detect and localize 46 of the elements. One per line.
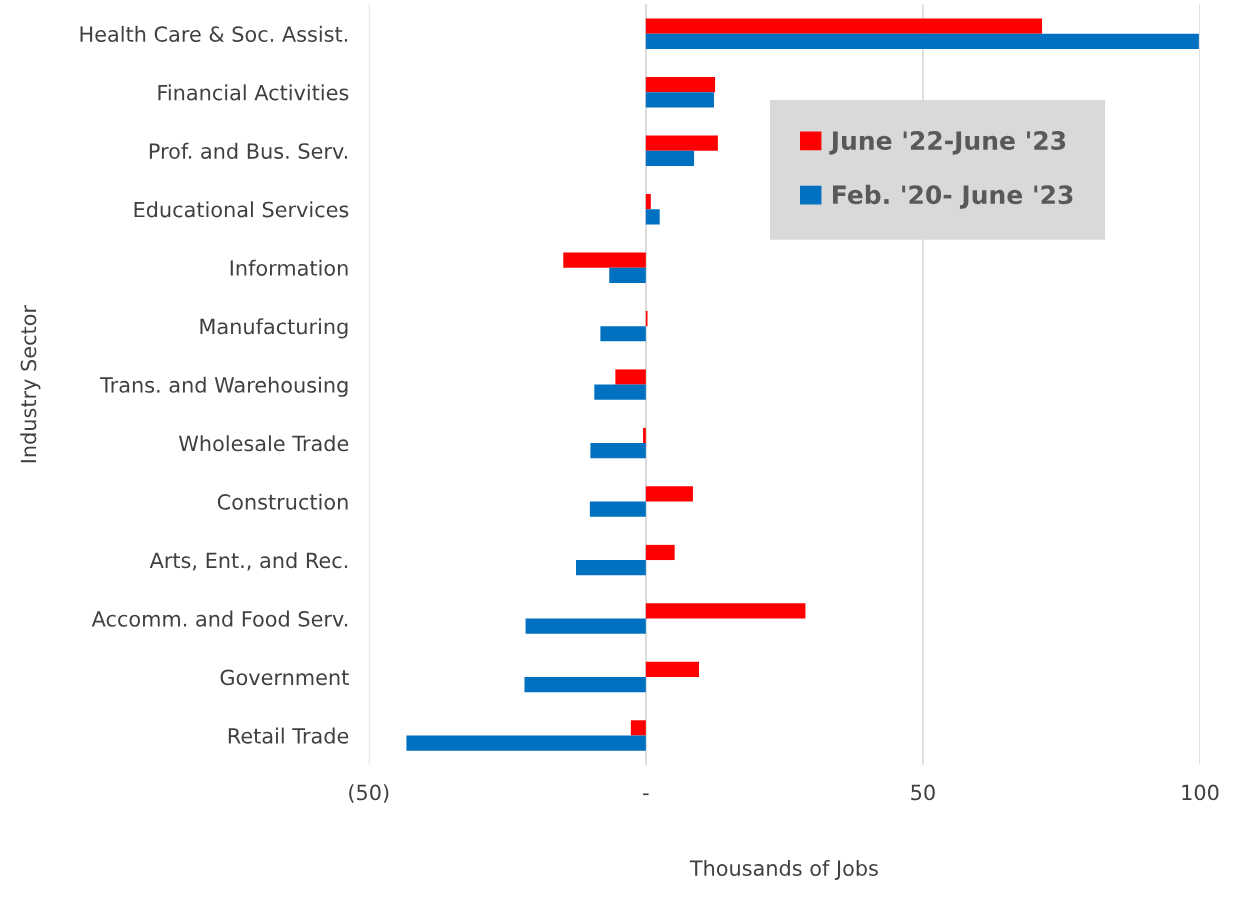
bar [645, 77, 716, 93]
bar [524, 677, 646, 693]
bar [615, 369, 646, 385]
y-tick-label: Construction [217, 493, 348, 510]
y-tick-label: Educational Services [134, 201, 349, 218]
x-tick-label: (50) [349, 784, 389, 803]
legend-label: June '22-June '23 [829, 131, 1066, 155]
x-tick-label: 50 [911, 784, 935, 801]
y-tick-label: Prof. and Bus. Serv. [149, 142, 348, 159]
y-tick-label: Wholesale Trade [178, 435, 349, 452]
bar [576, 560, 646, 576]
bar [645, 544, 675, 561]
bar [645, 33, 1199, 49]
y-tick-label: Financial Activities [158, 84, 349, 101]
bar [609, 267, 646, 283]
bar [645, 18, 1043, 34]
x-tick-label: - [643, 793, 649, 796]
bar [645, 135, 718, 151]
bar [645, 150, 695, 166]
bar [590, 443, 646, 459]
bar [525, 618, 646, 634]
x-tick-label: 100 [1182, 784, 1219, 801]
y-tick-label: Health Care & Soc. Assist. [80, 25, 348, 42]
y-tick-label: Information [230, 259, 348, 276]
y-tick-label: Arts, Ent., and Rec. [149, 552, 348, 571]
bar [645, 193, 651, 210]
y-tick-label: Trans. and Warehousing [99, 376, 348, 397]
x-axis-title: Thousands of Jobs [689, 859, 878, 880]
bar [600, 326, 646, 342]
y-tick-label: Accomm. and Food Serv. [91, 610, 348, 627]
bar [630, 720, 646, 736]
bar [645, 92, 714, 108]
y-tick-label: Manufacturing [200, 318, 348, 339]
bar [563, 252, 646, 268]
bar [406, 735, 646, 751]
bar [645, 603, 806, 619]
y-tick-label: Government [220, 669, 349, 686]
bar [643, 427, 646, 444]
y-axis-title: Industry Sector [20, 304, 41, 463]
bar [645, 486, 693, 502]
y-tick-label: Retail Trade [228, 727, 349, 744]
bar [645, 661, 700, 678]
bar [594, 384, 646, 400]
bar [589, 501, 646, 517]
bar [645, 209, 660, 225]
legend-label: Feb. '20- June '23 [833, 184, 1073, 209]
